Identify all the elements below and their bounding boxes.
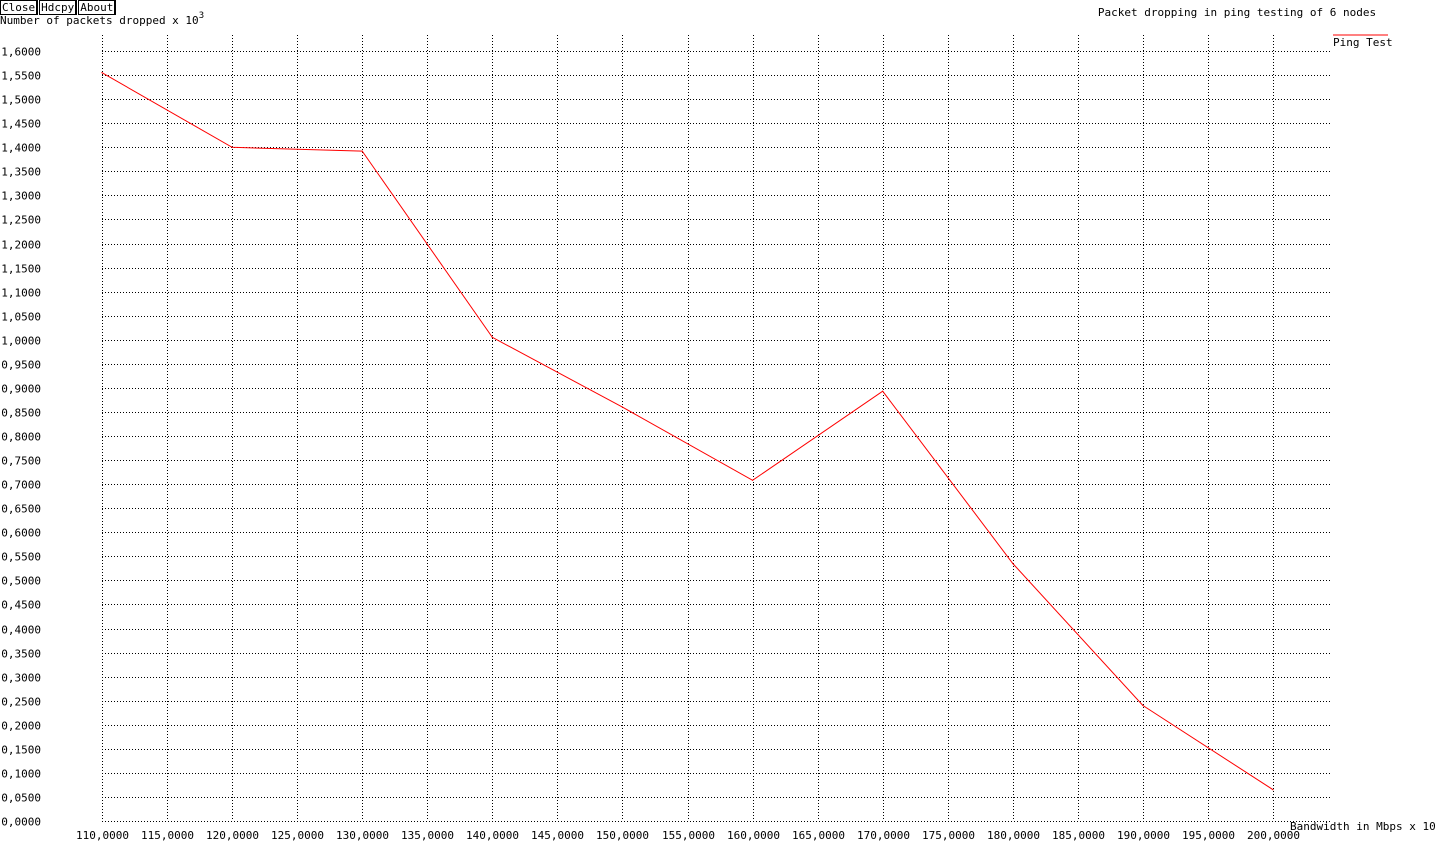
about-button[interactable]: About [78, 0, 116, 15]
x-tick-label: 160,0000 [727, 829, 780, 842]
x-tick-label: 140,0000 [466, 829, 519, 842]
series-layer [101, 72, 1274, 791]
y-tick-label: 1,0000 [1, 335, 41, 348]
data-point [751, 479, 754, 481]
y-tick-label: 1,3500 [1, 166, 41, 179]
x-tick-label: 165,0000 [792, 829, 845, 842]
x-axis-ticks: 110,0000 115,0000 120,0000 125,0000 130,0000… [76, 829, 1300, 842]
data-point [1272, 789, 1274, 791]
data-point [491, 336, 493, 338]
series-line-ping-test [101, 72, 1274, 791]
data-point [361, 150, 363, 152]
chart-title: Packet dropping in ping testing of 6 nod… [1098, 6, 1376, 19]
data-point [1012, 562, 1014, 565]
x-tick-label: 120,0000 [206, 829, 259, 842]
y-tick-label: 1,4000 [1, 142, 41, 155]
data-point [101, 72, 103, 74]
y-tick-label: 1,3000 [1, 190, 41, 203]
y-tick-label: 0,1000 [1, 768, 41, 781]
x-tick-label: 125,0000 [271, 829, 324, 842]
x-tick-label: 195,0000 [1182, 829, 1235, 842]
y-tick-label: 1,2000 [1, 239, 41, 252]
x-tick-label: 145,0000 [531, 829, 584, 842]
close-button[interactable]: Close [0, 0, 38, 15]
y-tick-label: 0,3500 [1, 648, 41, 661]
y-tick-label: 0,0500 [1, 792, 41, 805]
x-tick-label: 175,0000 [922, 829, 975, 842]
y-tick-label: 0,8000 [1, 431, 41, 444]
x-tick-label: 150,0000 [596, 829, 649, 842]
x-tick-label: 110,0000 [76, 829, 129, 842]
y-tick-label: 0,9500 [1, 359, 41, 372]
y-tick-label: 0,3000 [1, 672, 41, 685]
legend-label-ping-test: Ping Test [1333, 36, 1393, 49]
grid [102, 35, 1332, 822]
x-tick-label: 180,0000 [987, 829, 1040, 842]
y-tick-label: 1,0500 [1, 311, 41, 324]
y-tick-label: 1,5000 [1, 94, 41, 107]
x-tick-label: 115,0000 [141, 829, 194, 842]
y-tick-label: 0,2000 [1, 720, 41, 733]
y-tick-label: 0,4000 [1, 624, 41, 637]
x-tick-label: 130,0000 [336, 829, 389, 842]
hdcpy-button[interactable]: Hdcpy [39, 0, 77, 15]
y-tick-label: 1,4500 [1, 118, 41, 131]
y-tick-label: 0,2500 [1, 696, 41, 709]
y-tick-label: 1,6000 [1, 46, 41, 59]
y-tick-label: 0,6000 [1, 527, 41, 540]
y-tick-label: 0,7000 [1, 479, 41, 492]
data-point [882, 390, 884, 392]
y-tick-label: 0,9000 [1, 383, 41, 396]
y-tick-label: 0,8500 [1, 407, 41, 420]
y-axis-ticks: 0,0000 0,0500 0,1000 0,1500 0,2000 0,2500 0,30… [1, 46, 41, 829]
y-tick-label: 0,5500 [1, 551, 41, 564]
data-point [231, 146, 233, 148]
x-tick-label: 190,0000 [1117, 829, 1170, 842]
x-tick-label: 200,0000 [1247, 829, 1300, 842]
y-tick-label: 0,0000 [1, 816, 41, 829]
toolbar: Close Hdcpy About [0, 0, 117, 17]
y-tick-label: 0,4500 [1, 599, 41, 612]
y-tick-label: 1,5500 [1, 70, 41, 83]
y-tick-label: 1,2500 [1, 214, 41, 227]
y-tick-label: 1,1000 [1, 287, 41, 300]
y-tick-label: 0,1500 [1, 744, 41, 757]
y-axis-label: Number of packets dropped x 103 [0, 11, 204, 27]
x-tick-label: 135,0000 [401, 829, 454, 842]
y-axis-label-exponent: 3 [199, 11, 204, 21]
y-tick-label: 0,7500 [1, 455, 41, 468]
x-tick-label: 170,0000 [857, 829, 910, 842]
data-point [1142, 704, 1144, 707]
x-tick-label: 185,0000 [1052, 829, 1105, 842]
x-axis-label: Bandwidth in Mbps x 10-3 [1290, 817, 1435, 833]
y-tick-label: 0,5000 [1, 575, 41, 588]
y-tick-label: 0,6500 [1, 503, 41, 516]
data-point [621, 406, 624, 408]
x-tick-label: 155,0000 [662, 829, 715, 842]
y-tick-label: 1,1500 [1, 263, 41, 276]
